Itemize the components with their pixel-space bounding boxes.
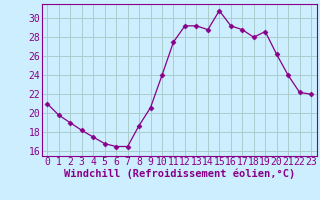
X-axis label: Windchill (Refroidissement éolien,°C): Windchill (Refroidissement éolien,°C) xyxy=(64,169,295,179)
